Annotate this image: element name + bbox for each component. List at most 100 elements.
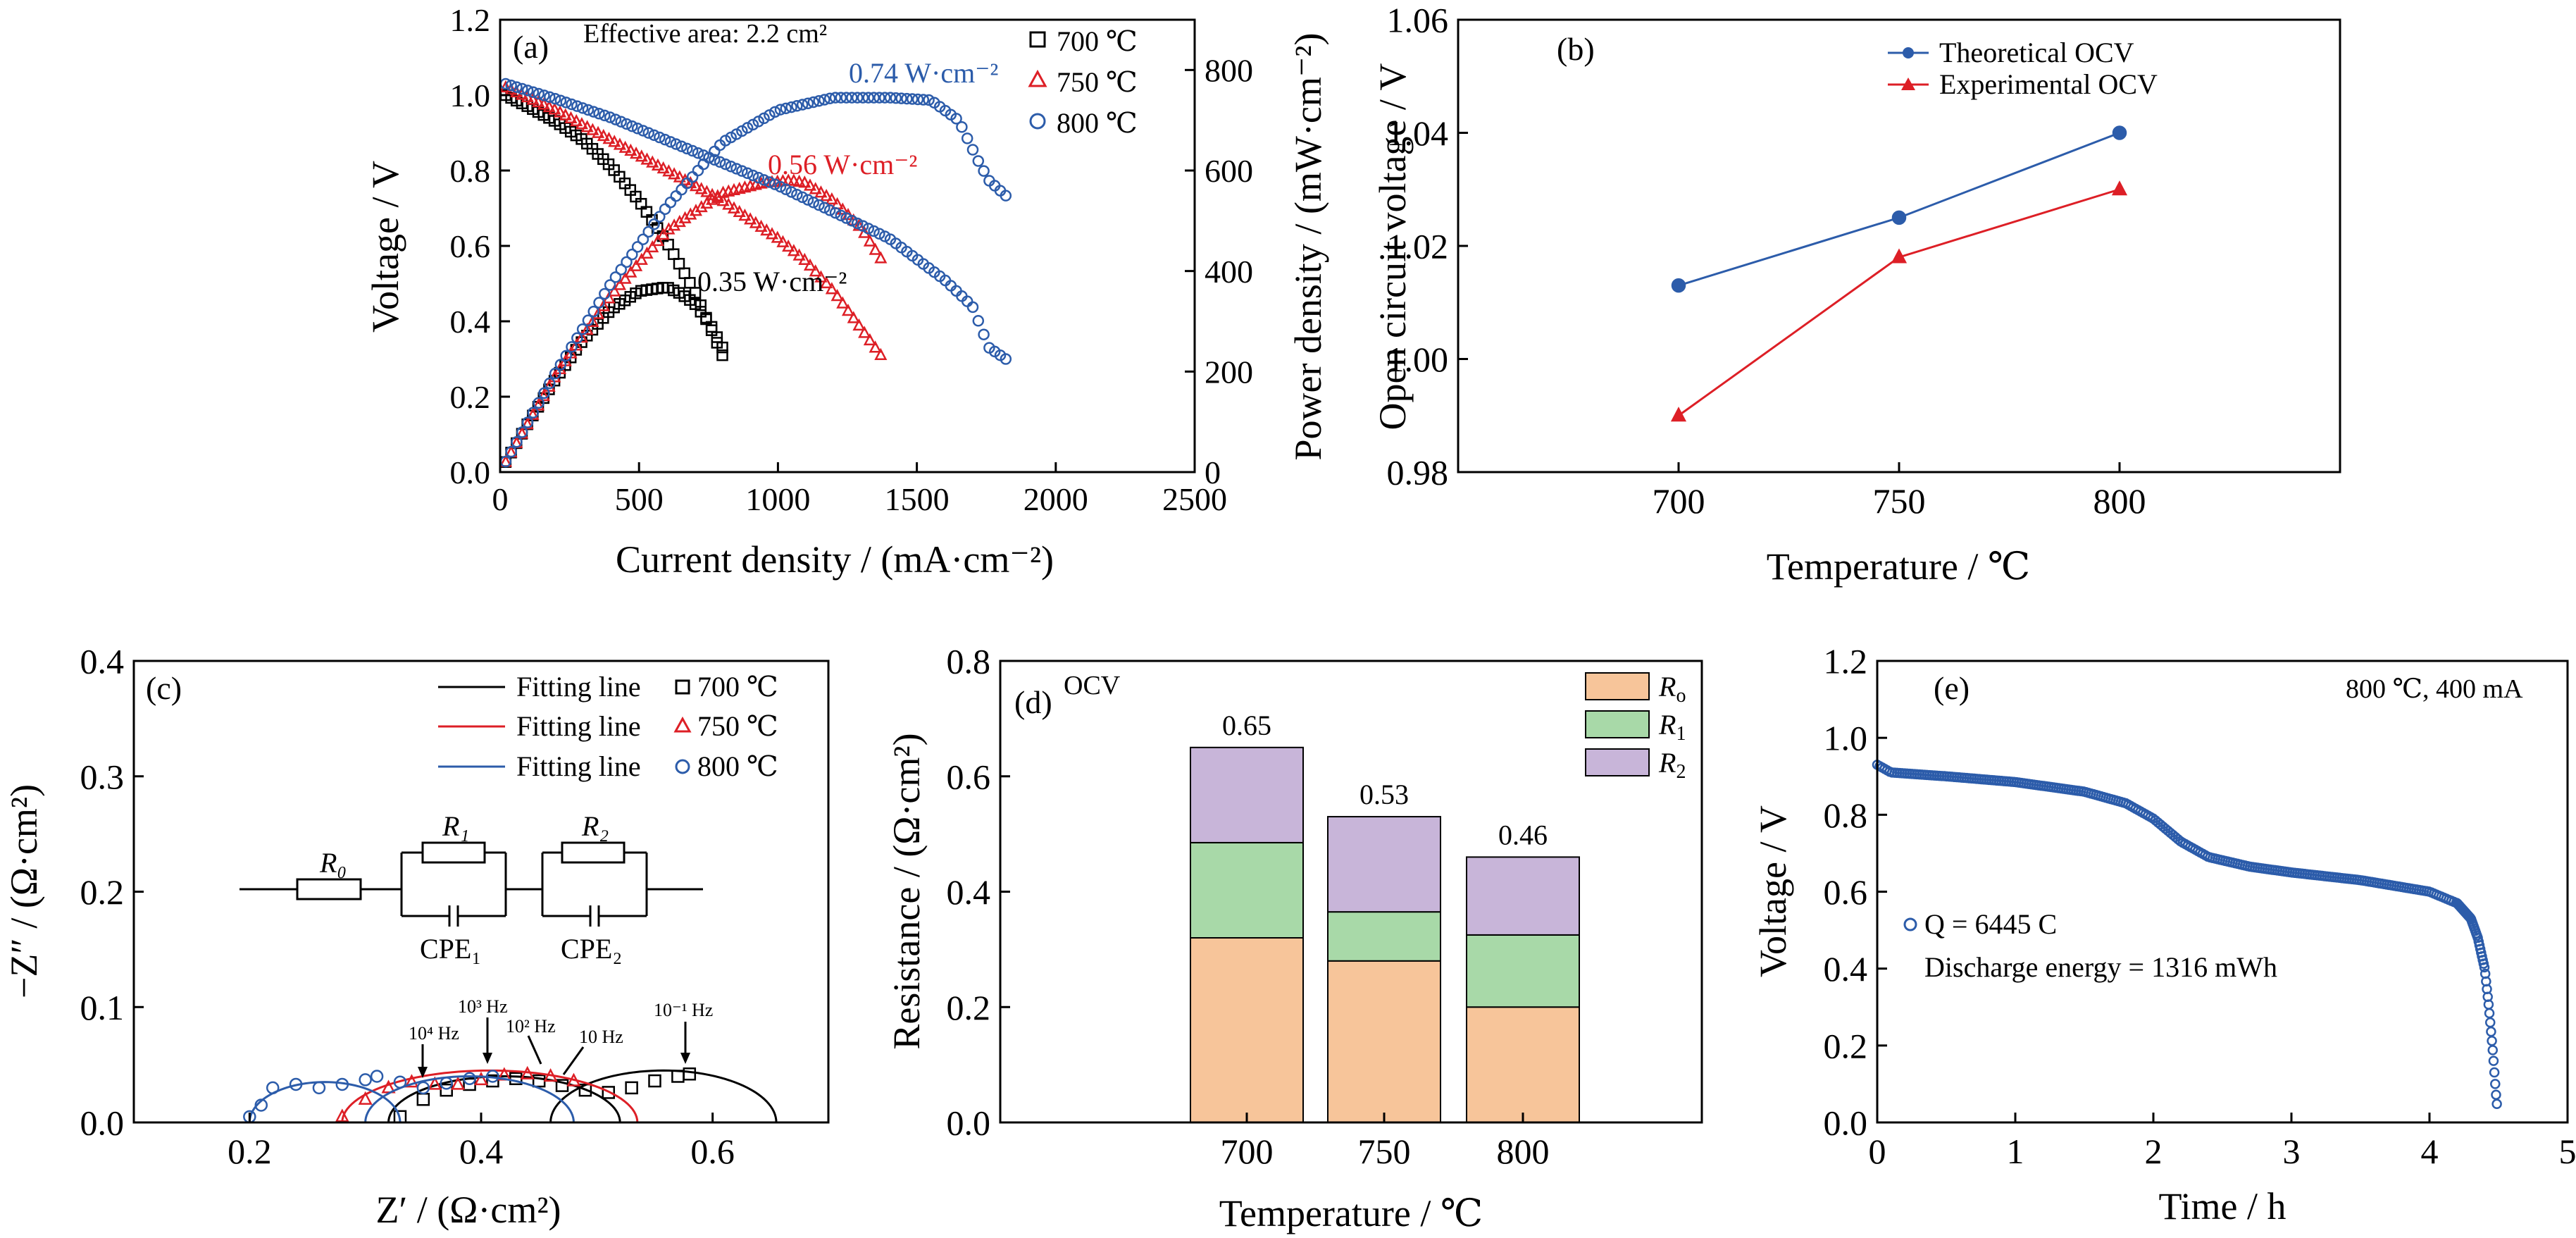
panel-d-total-label-0: 0.65	[1222, 710, 1271, 741]
circuit-r0	[296, 878, 362, 900]
panel-a-voltage-point-2-11	[560, 97, 572, 109]
panel-a-xtick-label-4: 2000	[1023, 481, 1088, 517]
panel-e-label: (e)	[1934, 670, 1970, 706]
panel-e-xtick-label-3: 3	[2283, 1132, 2301, 1171]
panel-a-power-point-1-57	[809, 182, 822, 194]
panel-a-voltage-point-1-63	[841, 303, 855, 316]
panel-a-power-point-2-63	[846, 92, 858, 104]
panel-c-point-1-10	[566, 1072, 581, 1087]
panel-a-power-point-2-86	[972, 155, 985, 167]
panel-d-xtick-label-2: 800	[1497, 1132, 1550, 1171]
circuit-r2	[561, 841, 626, 864]
panel-c-point-2-4	[312, 1081, 326, 1095]
panel-a-power-point-2-50	[774, 104, 787, 116]
panel-c-point-1-4	[428, 1076, 442, 1090]
panel-d-ocv-note: OCV	[1064, 671, 1121, 700]
panel-e: 0 1 2 3 4 5 0.0 0.2 0.4 0.6 0.8 1.0 1.2 (e) 800 ℃, 4…	[1752, 642, 2576, 1228]
panel-d-ticks: 0.0 0.2 0.4 0.6 0.8 700 750 800	[947, 642, 1550, 1172]
panel-a-y2-ytick-label-3: 600	[1205, 153, 1253, 189]
panel-a-power-point-1-59	[820, 189, 833, 202]
panel-a-power-point-1-22	[618, 271, 632, 284]
panel-a-voltage-point-2-51	[780, 183, 792, 196]
panel-a-power-point-2-82	[950, 113, 962, 125]
panel-a-voltage-point-1-56	[803, 258, 817, 271]
panel-c-point-2-5	[335, 1077, 349, 1091]
panel-a-power-point-2-64	[851, 92, 864, 104]
panel-a-voltage-point-2-46	[752, 171, 764, 184]
panel-a-voltage-point-1-36	[695, 182, 708, 194]
panel-a-voltage-point-1-38	[706, 187, 719, 200]
panel-a-ytick-label-5: 1.0	[450, 78, 491, 113]
panel-a-voltage-point-1-12	[564, 111, 578, 123]
panel-a-voltage-point-2-17	[593, 108, 605, 120]
panel-a-xlabel: Current density / (mA·cm⁻²)	[616, 538, 1054, 581]
panel-e-point-278	[2488, 1056, 2499, 1066]
freq-arrow-1e2	[527, 1035, 542, 1065]
panel-a-power-point-2-68	[873, 92, 885, 104]
panel-a-voltage-point-2-63	[846, 214, 858, 227]
panel-a-voltage-point-2-54	[796, 191, 809, 204]
panel-a-power-point-1-17	[591, 307, 605, 319]
panel-b-point-0-2	[2112, 125, 2127, 140]
panel-a-power-point-1-26	[640, 246, 654, 259]
panel-a-xtick-label-0: 0	[492, 481, 509, 517]
panel-a-voltage-point-1-55	[798, 252, 811, 265]
panel-d-ylabel: Resistance / (Ω·cm²)	[885, 733, 928, 1049]
circuit-r0-label: R₀	[319, 847, 347, 879]
panel-b-point-0-1	[1891, 210, 1907, 225]
panel-c-point-1-3	[404, 1074, 419, 1088]
panel-c-point-0-10	[625, 1081, 638, 1095]
panel-a-voltage-point-1-24	[630, 146, 643, 159]
panel-a-power-point-1-32	[673, 214, 686, 228]
panel-c-point-0-13	[683, 1067, 697, 1081]
panel-a-voltage-point-2-9	[549, 92, 561, 105]
panel-a-voltage-point-2-57	[813, 199, 825, 211]
panel-e-ytick-label-6: 1.2	[1824, 642, 1868, 681]
panel-a-voltage-point-1-6	[532, 94, 545, 108]
panel-a-voltage-point-0-34	[684, 277, 696, 289]
panel-a-power-point-2-21	[615, 264, 627, 276]
panel-a-power-point-1-33	[678, 211, 692, 223]
panel-a-voltage-point-1-17	[591, 125, 605, 138]
panel-a-voltage-point-2-42	[730, 163, 742, 175]
panel-a-power-point-2-20	[609, 271, 622, 283]
panel-a-xtick-label-5: 2500	[1162, 481, 1227, 517]
panel-a-voltage-point-2-27	[648, 129, 660, 142]
panel-a-power-point-2-66	[862, 92, 875, 104]
panel-a-voltage-point-2-38	[709, 154, 721, 166]
panel-a-voltage-point-1-65	[852, 318, 866, 331]
panel-d-label: (d)	[1014, 684, 1052, 720]
panel-a-voltage-point-2-21	[615, 116, 627, 128]
panel-c-xtick-label-1: 0.4	[459, 1132, 504, 1171]
panel-a-power-point-2-91	[1000, 190, 1012, 202]
panel-a-power-point-2-3	[516, 426, 528, 438]
panel-d-legend-r2-swatch	[1585, 748, 1650, 776]
panel-c-point-0-4	[486, 1074, 499, 1088]
panel-a-voltage-point-2-86	[972, 315, 985, 327]
panel-a-power-point-2-61	[835, 92, 847, 104]
panel-a-power-point-1-69	[874, 251, 888, 264]
panel-a-voltage-point-1-54	[792, 248, 806, 261]
panel-b-ticks: 700 750 800 0.98 1.00 1.02 1.04 1.06	[1387, 1, 2146, 521]
panel-a-voltage-point-2-44	[741, 167, 754, 180]
panel-a-voltage-point-2-59	[823, 204, 836, 216]
panel-a-voltage-point-1-16	[586, 123, 599, 135]
panel-c-ytick-label-2: 0.2	[80, 872, 125, 912]
panel-a-voltage-point-2-50	[774, 180, 787, 193]
panel-c-legend-700: 700 ℃	[697, 671, 778, 702]
panel-e-point-277	[2487, 1045, 2499, 1056]
panel-e-legend-marker	[1903, 917, 1917, 931]
panel-e-point-273	[2484, 1008, 2495, 1019]
panel-c-point-2-11	[463, 1072, 476, 1086]
panel-a-legend-triangle	[1028, 69, 1047, 87]
panel-a-power-point-2-4	[521, 416, 534, 428]
panel-a-power-point-1-31	[668, 218, 681, 231]
panel-a-power-point-2-17	[593, 297, 605, 309]
panel-a-voltage-point-1-30	[662, 164, 676, 177]
panel-a-power-point-2-73	[901, 92, 913, 105]
panel-e-ytick-label-4: 0.8	[1824, 796, 1868, 835]
panel-a-voltage-point-2-64	[851, 217, 864, 230]
freq-label-1e4: 10⁴ Hz	[409, 1023, 459, 1044]
panel-a-voltage-point-0-33	[678, 267, 690, 280]
panel-a-power-point-1-4	[521, 417, 534, 430]
